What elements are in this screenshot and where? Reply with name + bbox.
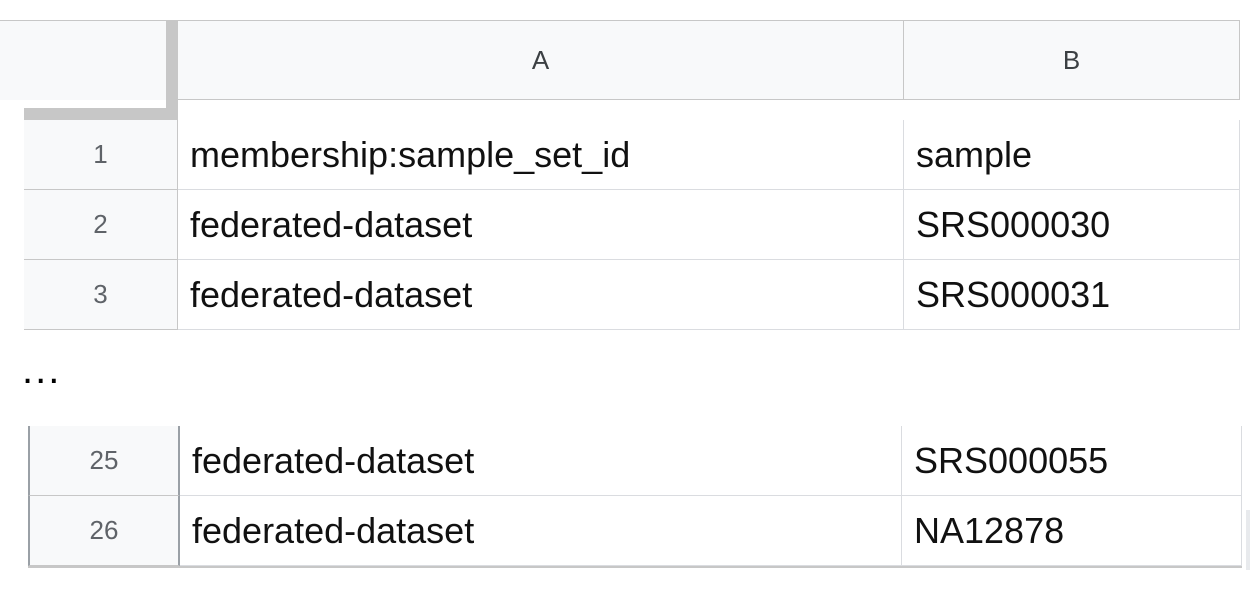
omitted-rows-ellipsis: ... xyxy=(22,348,62,392)
column-header-a[interactable]: A xyxy=(178,20,904,100)
row-header-1[interactable]: 1 xyxy=(24,120,178,190)
select-all-corner[interactable] xyxy=(0,20,178,100)
scroll-edge-sliver xyxy=(1246,510,1250,570)
row-header-25[interactable]: 25 xyxy=(28,426,180,496)
cell-a2[interactable]: federated-dataset xyxy=(178,190,904,260)
spreadsheet-top-fragment: A B 1 membership:sample_set_id sample 2 … xyxy=(0,20,1240,330)
cell-b2[interactable]: SRS000030 xyxy=(904,190,1240,260)
cell-b26[interactable]: NA12878 xyxy=(902,496,1242,566)
cell-a3[interactable]: federated-dataset xyxy=(178,260,904,330)
cell-a25[interactable]: federated-dataset xyxy=(180,426,902,496)
cell-a26[interactable]: federated-dataset xyxy=(180,496,902,566)
row-header-2[interactable]: 2 xyxy=(24,190,178,260)
cell-a1[interactable]: membership:sample_set_id xyxy=(178,120,904,190)
cell-b3[interactable]: SRS000031 xyxy=(904,260,1240,330)
row-header-3[interactable]: 3 xyxy=(24,260,178,330)
grid-bottom-border xyxy=(28,566,1242,568)
cell-b1[interactable]: sample xyxy=(904,120,1240,190)
row-header-26[interactable]: 26 xyxy=(28,496,180,566)
frozen-column-divider[interactable] xyxy=(166,20,178,120)
column-header-b[interactable]: B xyxy=(904,20,1240,100)
cell-b25[interactable]: SRS000055 xyxy=(902,426,1242,496)
frozen-row-divider[interactable] xyxy=(24,108,178,120)
spreadsheet-bottom-fragment: 25 federated-dataset SRS000055 26 federa… xyxy=(0,424,1256,570)
